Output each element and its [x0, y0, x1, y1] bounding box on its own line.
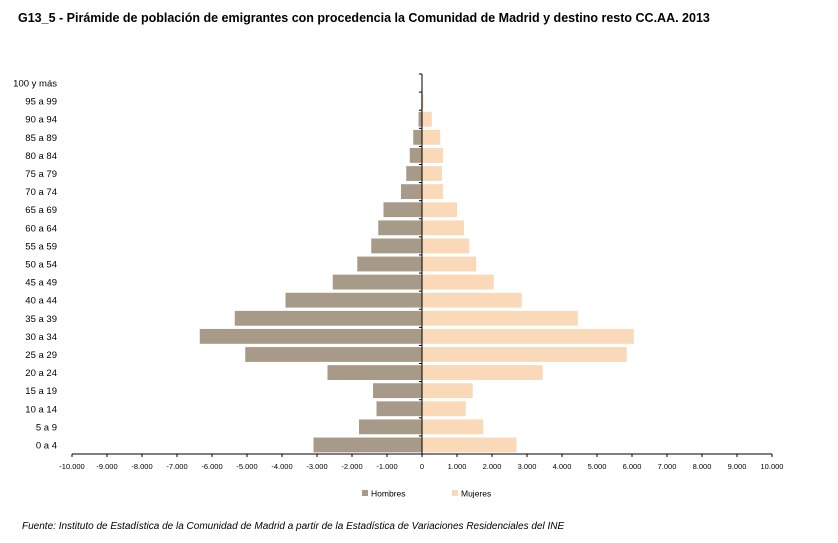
x-tick-label: 6.000	[623, 462, 642, 471]
bar-mujeres-0	[422, 437, 517, 453]
x-tick-label: -1.000	[376, 462, 397, 471]
bar-hombres-14	[401, 184, 422, 200]
x-tick-label: 8.000	[693, 462, 712, 471]
y-tick-label: 15 a 19	[25, 386, 57, 397]
bar-hombres-4	[327, 365, 422, 380]
y-tick-label: 85 a 89	[25, 133, 57, 144]
y-tick-label: 30 a 34	[25, 332, 57, 343]
bar-mujeres-9	[422, 274, 494, 290]
bar-mujeres-15	[422, 166, 442, 181]
x-tick-label: -5.000	[236, 462, 257, 471]
bar-mujeres-18	[422, 111, 432, 127]
y-tick-label: 100 y más	[13, 79, 57, 90]
x-tick-label: 0	[420, 462, 424, 471]
bar-hombres-11	[371, 238, 422, 254]
y-tick-label: 50 a 54	[25, 260, 57, 271]
legend-swatch-hombres	[362, 490, 368, 496]
y-tick-label: 40 a 44	[25, 296, 57, 307]
bar-mujeres-16	[422, 148, 443, 163]
x-tick-label: -2.000	[341, 462, 362, 471]
x-tick-label: 1.000	[448, 462, 467, 471]
y-tick-label: 70 a 74	[25, 187, 57, 198]
bar-hombres-8	[285, 292, 422, 308]
bar-hombres-16	[409, 148, 422, 163]
bar-hombres-2	[376, 401, 422, 417]
x-tick-label: 5.000	[588, 462, 607, 471]
x-tick-label: -8.000	[131, 462, 152, 471]
bar-mujeres-5	[422, 347, 627, 362]
x-tick-label: -3.000	[306, 462, 327, 471]
x-tick-label: -10.000	[59, 462, 84, 471]
x-tick-label: -4.000	[271, 462, 292, 471]
x-tick-label: 10.000	[761, 462, 784, 471]
y-tick-label: 25 a 29	[25, 350, 57, 361]
bar-mujeres-8	[422, 292, 522, 308]
bar-mujeres-6	[422, 328, 634, 344]
y-tick-label: 90 a 94	[25, 115, 57, 126]
bar-mujeres-2	[422, 401, 466, 417]
bar-hombres-3	[373, 383, 422, 399]
bar-mujeres-19	[422, 93, 424, 109]
y-tick-label: 45 a 49	[25, 278, 57, 289]
bar-mujeres-10	[422, 256, 477, 272]
y-tick-label: 5 a 9	[36, 422, 57, 433]
y-tick-label: 65 a 69	[25, 205, 57, 216]
chart-legend: Hombres Mujeres	[362, 489, 491, 499]
x-tick-label: 9.000	[728, 462, 747, 471]
bar-hombres-6	[199, 328, 422, 344]
bar-hombres-10	[357, 256, 422, 272]
bar-mujeres-4	[422, 365, 543, 380]
bar-mujeres-13	[422, 202, 457, 218]
x-tick-label: 4.000	[553, 462, 572, 471]
bar-mujeres-14	[422, 184, 443, 200]
bar-hombres-7	[234, 310, 422, 326]
y-tick-label: 75 a 79	[25, 169, 57, 180]
y-tick-label: 95 a 99	[25, 97, 57, 108]
bar-mujeres-11	[422, 238, 470, 254]
legend-label-mujeres: Mujeres	[461, 489, 491, 499]
y-tick-label: 0 a 4	[36, 440, 57, 451]
x-tick-label: 7.000	[658, 462, 677, 471]
x-tick-label: -6.000	[201, 462, 222, 471]
x-tick-label: -7.000	[166, 462, 187, 471]
y-tick-label: 10 a 14	[25, 404, 57, 415]
chart-title: G13_5 - Pirámide de población de emigran…	[18, 11, 710, 25]
x-tick-label: 3.000	[518, 462, 537, 471]
x-tick-label: -9.000	[96, 462, 117, 471]
bar-hombres-18	[418, 111, 422, 127]
legend-swatch-mujeres	[452, 490, 458, 496]
bar-hombres-13	[383, 202, 422, 218]
bar-mujeres-17	[422, 129, 441, 145]
bar-hombres-15	[406, 166, 422, 181]
bar-hombres-12	[378, 220, 422, 236]
y-tick-label: 80 a 84	[25, 151, 57, 162]
bar-mujeres-12	[422, 220, 464, 236]
y-tick-label: 20 a 24	[25, 368, 57, 379]
x-tick-label: 2.000	[483, 462, 502, 471]
y-tick-label: 60 a 64	[25, 223, 57, 234]
bar-hombres-1	[359, 419, 422, 435]
legend-label-hombres: Hombres	[371, 489, 405, 499]
y-tick-label: 55 a 59	[25, 241, 57, 252]
bar-hombres-9	[332, 274, 422, 290]
bar-mujeres-7	[422, 310, 578, 326]
bar-mujeres-3	[422, 383, 473, 399]
source-note: Fuente: Instituto de Estadística de la C…	[22, 521, 565, 532]
bar-mujeres-1	[422, 419, 484, 435]
y-tick-label: 35 a 39	[25, 314, 57, 325]
bar-hombres-17	[413, 129, 422, 145]
bar-hombres-5	[245, 347, 422, 362]
bar-hombres-0	[313, 437, 422, 453]
